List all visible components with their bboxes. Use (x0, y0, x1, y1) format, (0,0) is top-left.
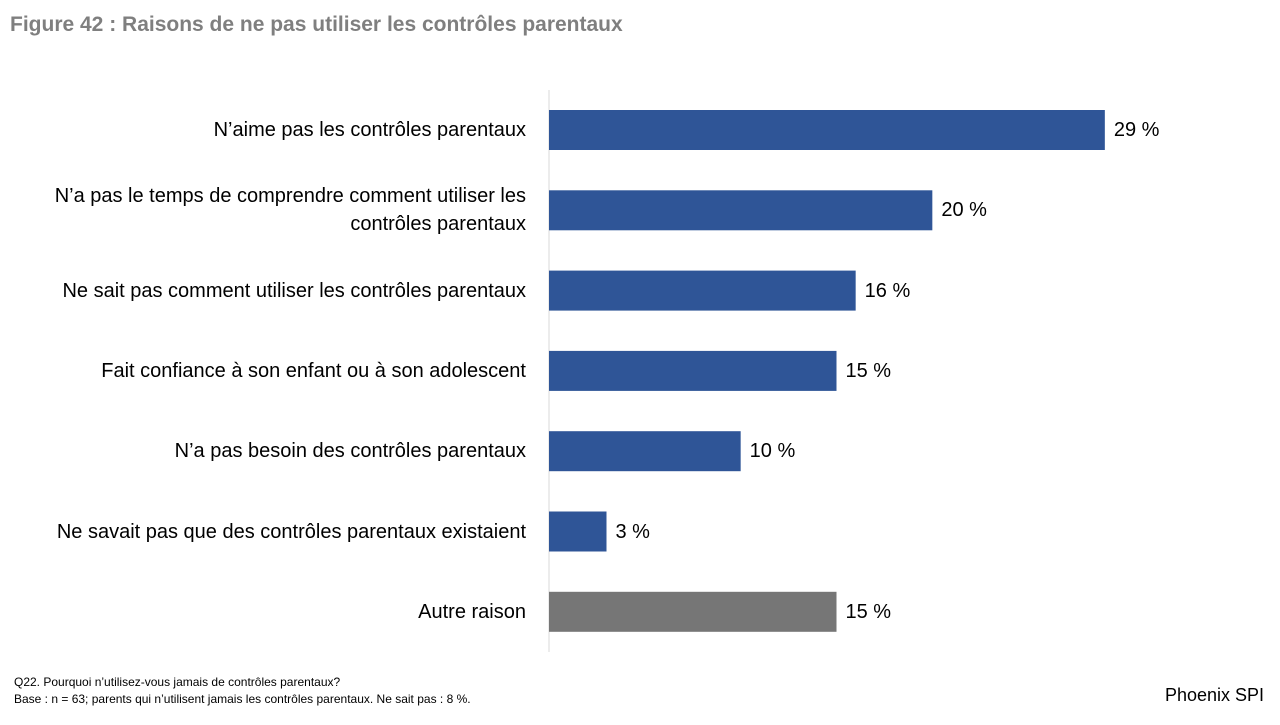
value-label-6: 15 % (845, 600, 892, 623)
footnote-base: Base : n = 63; parents qui n’utilisent j… (14, 692, 471, 706)
footnote: Q22. Pourquoi n’utilisez-vous jamais de … (14, 674, 471, 708)
value-label-3: 15 % (845, 359, 892, 382)
category-label-3: Fait confiance à son enfant ou à son ado… (101, 359, 526, 382)
bar-0 (549, 110, 1105, 150)
category-label-4: N’a pas besoin des contrôles parentaux (174, 440, 526, 463)
category-label-5: Ne savait pas que des contrôles parentau… (56, 520, 526, 543)
value-label-4: 10 % (749, 440, 796, 463)
bar-6 (549, 591, 837, 632)
brand-logo-text: Phoenix SPI (1164, 685, 1264, 705)
bar-3 (549, 350, 837, 391)
figure-title: Figure 42 : Raisons de ne pas utiliser l… (10, 13, 623, 36)
value-label-5: 3 % (615, 520, 650, 543)
footnote-question: Q22. Pourquoi n’utilisez-vous jamais de … (14, 675, 341, 689)
bar-2 (549, 270, 856, 311)
category-label-0: N’aime pas les contrôles parentaux (213, 119, 526, 141)
bar-4 (549, 431, 741, 472)
category-label-2: Ne sait pas comment utiliser les contrôl… (62, 279, 526, 302)
category-label-1: N’a pas le temps de comprendre comment u… (54, 185, 526, 236)
value-label-2: 16 % (864, 279, 911, 302)
bar-5 (549, 511, 607, 552)
bar-1 (549, 190, 933, 231)
value-label-0: 29 % (1113, 119, 1160, 141)
value-label-1: 20 % (941, 199, 987, 222)
category-label-6: Autre raison (418, 600, 526, 623)
